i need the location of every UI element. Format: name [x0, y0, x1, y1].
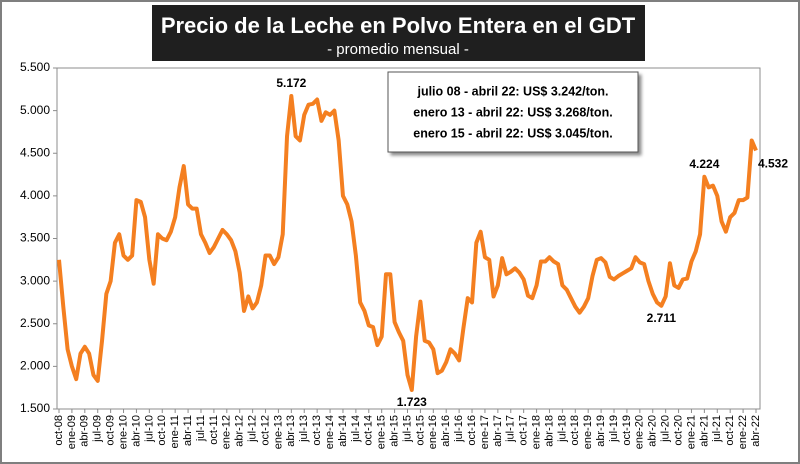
- x-tick-label: ene-20: [634, 415, 646, 449]
- x-tick-label: jul-09: [92, 415, 104, 443]
- title-box: [152, 5, 645, 61]
- x-tick-label: ene-18: [530, 415, 542, 449]
- x-tick-label: jul-18: [556, 415, 568, 443]
- x-tick-label: oct-10: [156, 415, 168, 446]
- data-label: 2.711: [647, 311, 677, 325]
- x-tick-label: jul-14: [350, 415, 362, 443]
- y-tick-label: 4.000: [20, 188, 50, 202]
- chart-title: Precio de la Leche en Polvo Entera en el…: [161, 13, 636, 38]
- x-tick-label: jul-11: [195, 415, 207, 442]
- chart-subtitle: - promedio mensual -: [327, 41, 469, 58]
- x-tick-label: ene-14: [324, 415, 336, 449]
- line-series: [57, 93, 758, 392]
- annotation: julio 08 - abril 22: US$ 3.242/ton.: [416, 84, 608, 98]
- x-tick-label: oct-20: [672, 415, 684, 446]
- data-label: 4.224: [689, 157, 719, 171]
- y-tick-label: 5.500: [20, 60, 50, 74]
- x-tick-label: jul-15: [401, 415, 413, 443]
- x-tick-label: oct-16: [466, 415, 478, 446]
- x-tick-label: abr-11: [182, 415, 194, 446]
- x-tick-label: jul-20: [660, 415, 672, 443]
- y-tick-label: 1.500: [20, 401, 50, 415]
- x-tick-label: abr-09: [79, 415, 91, 447]
- x-tick-label: oct-08: [53, 415, 65, 446]
- x-tick-label: ene-17: [479, 415, 491, 449]
- annotation-box: [387, 71, 639, 153]
- y-tick-label: 3.500: [20, 231, 50, 245]
- x-tick-label: ene-21: [685, 415, 697, 449]
- x-tick-label: jul-12: [247, 415, 259, 443]
- x-tick-label: jul-19: [608, 415, 620, 443]
- x-tick-label: abr-19: [595, 415, 607, 447]
- x-tick-label: ene-16: [427, 415, 439, 449]
- data-label: 5.172: [276, 76, 306, 90]
- x-tick-label: abr-10: [130, 415, 142, 447]
- x-tick-label: jul-21: [711, 415, 723, 443]
- x-tick-label: ene-22: [737, 415, 749, 449]
- data-label: 4.532: [758, 157, 788, 171]
- x-tick-label: abr-15: [388, 415, 400, 447]
- x-tick-label: oct-12: [259, 415, 271, 446]
- x-tick-label: ene-09: [66, 415, 78, 449]
- x-tick-label: oct-13: [311, 415, 323, 446]
- x-tick-label: oct-11: [208, 415, 220, 445]
- x-tick-label: abr-18: [543, 415, 555, 447]
- x-tick-label: abr-16: [440, 415, 452, 447]
- x-tick-label: jul-17: [505, 415, 517, 443]
- x-tick-label: abr-14: [337, 415, 349, 447]
- y-tick-label: 2.000: [20, 359, 50, 373]
- data-label: 1.723: [397, 395, 427, 409]
- x-tick-label: jul-13: [298, 415, 310, 443]
- x-tick-label: abr-21: [698, 415, 710, 447]
- x-tick-label: oct-14: [363, 415, 375, 446]
- x-tick-label: ene-13: [272, 415, 284, 449]
- x-tick-label: ene-12: [221, 415, 233, 449]
- x-tick-label: oct-09: [105, 415, 117, 446]
- y-tick-label: 3.000: [20, 273, 50, 287]
- y-tick-label: 5.000: [20, 103, 50, 117]
- x-tick-label: ene-10: [117, 415, 129, 449]
- x-tick-label: abr-20: [647, 415, 659, 447]
- annotation: enero 13 - abril 22: US$ 3.268/ton.: [413, 105, 612, 119]
- x-tick-label: oct-17: [518, 415, 530, 446]
- y-tick-label: 4.500: [20, 145, 50, 159]
- x-tick-label: oct-21: [724, 415, 736, 446]
- x-tick-label: oct-18: [569, 415, 581, 446]
- x-tick-label: jul-16: [453, 415, 465, 443]
- y-tick-label: 2.500: [20, 316, 50, 330]
- x-tick-label: jul-10: [143, 415, 155, 443]
- x-tick-label: ene-15: [376, 415, 388, 449]
- x-tick-label: oct-19: [621, 415, 633, 446]
- x-tick-label: abr-22: [750, 415, 762, 447]
- x-tick-label: ene-11: [169, 415, 181, 448]
- annotation: enero 15 - abril 22: US$ 3.045/ton.: [413, 126, 612, 140]
- x-tick-label: ene-19: [582, 415, 594, 449]
- x-tick-label: abr-13: [285, 415, 297, 447]
- x-tick-label: abr-12: [234, 415, 246, 447]
- x-tick-label: oct-15: [414, 415, 426, 446]
- x-tick-label: abr-17: [492, 415, 504, 447]
